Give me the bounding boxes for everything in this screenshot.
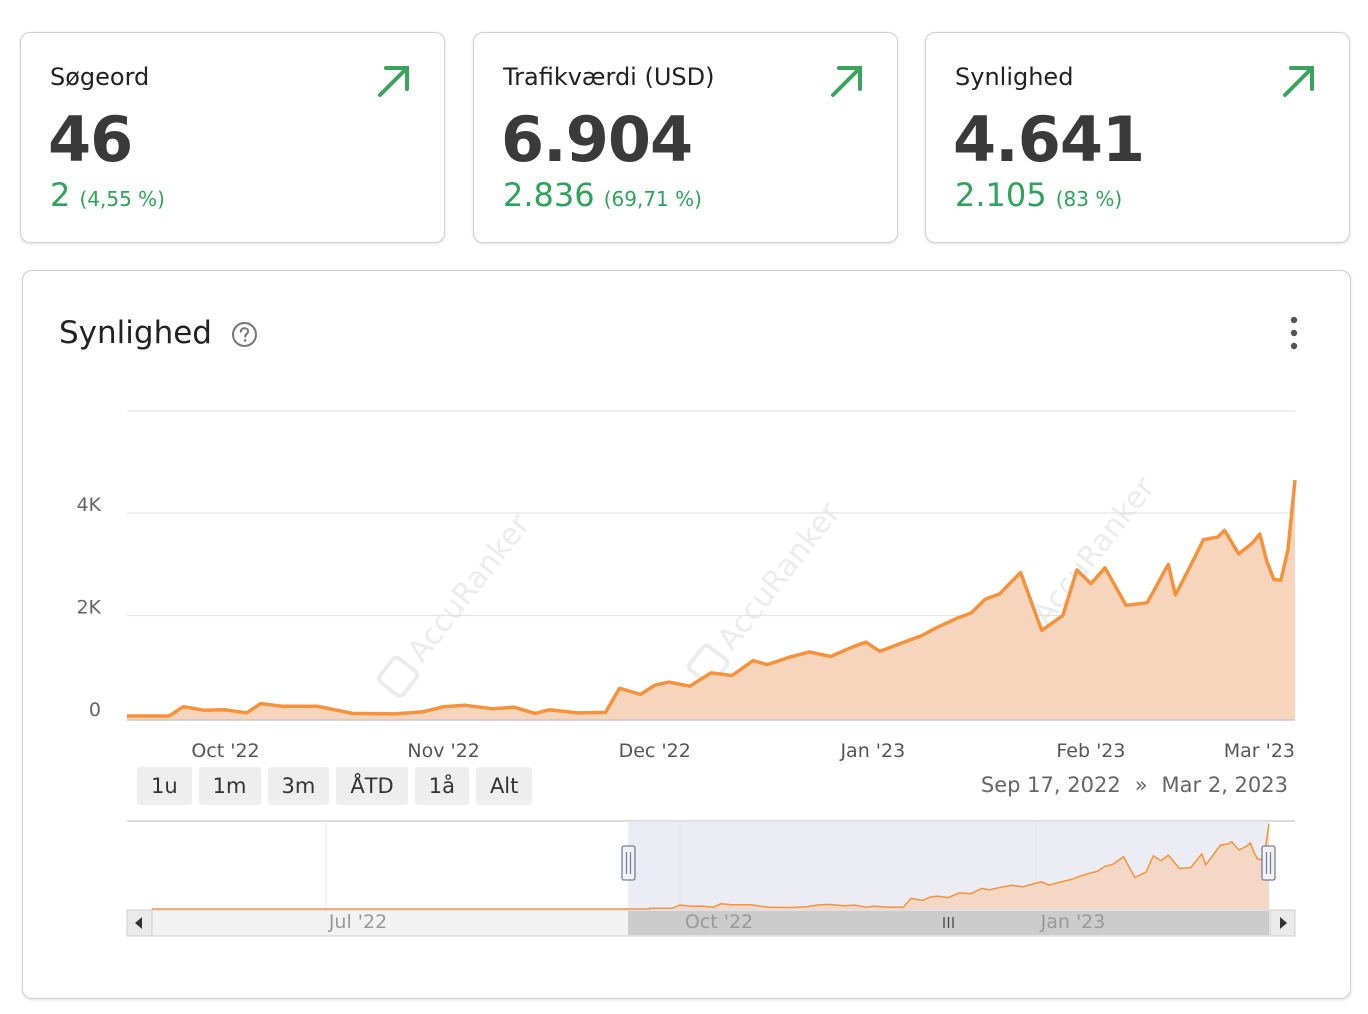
navigator-handle-left[interactable] — [621, 845, 636, 881]
navigator-label: Jan '23 — [1040, 911, 1106, 933]
date-range: Sep 17, 2022 » Mar 2, 2023 — [981, 773, 1288, 797]
arrow-right-icon — [1280, 917, 1287, 929]
question-circle-icon[interactable] — [231, 321, 258, 348]
more-vertical-icon[interactable] — [1288, 316, 1300, 350]
x-tick-label: Feb '23 — [1056, 740, 1125, 762]
navigator-area — [152, 823, 1269, 909]
range-navigator[interactable]: Jul '22 Oct '22 Jan '23 — [126, 820, 1296, 937]
range-button-1y[interactable]: 1å — [414, 767, 469, 805]
arrow-left-icon — [135, 917, 142, 929]
range-button-1m[interactable]: 1m — [198, 767, 261, 805]
accuranker-watermark: AccuRanker — [377, 507, 538, 698]
kpi-card-traffic-value[interactable]: Trafikværdi (USD) 6.904 2.836 (69,71 %) — [473, 32, 898, 243]
kpi-value: 6.904 — [501, 103, 693, 176]
kpi-change-percent: (83 %) — [1055, 187, 1123, 211]
date-from[interactable]: Sep 17, 2022 — [980, 773, 1121, 797]
range-button-1w[interactable]: 1u — [137, 767, 192, 805]
kpi-value: 4.641 — [953, 103, 1145, 176]
kpi-value: 46 — [48, 103, 133, 176]
kpi-change-value: 2 — [50, 176, 71, 214]
range-button-ytd[interactable]: ÅTD — [336, 767, 408, 805]
x-axis-labels: Oct '22 Nov '22 Dec '22 Jan '23 Feb '23 Mar '… — [191, 740, 1295, 762]
range-button-3m[interactable]: 3m — [267, 767, 330, 805]
x-tick-label: Jan '23 — [839, 740, 905, 762]
scroll-right-button[interactable] — [1269, 909, 1296, 937]
kpi-card-visibility[interactable]: Synlighed 4.641 2.105 (83 %) — [925, 32, 1350, 243]
x-tick-label: Oct '22 — [191, 740, 259, 762]
range-selector: 1u 1m 3m ÅTD 1å Alt — [137, 767, 533, 805]
arrow-up-right-icon — [831, 66, 862, 97]
kpi-change: 2 (4,55 %) — [50, 176, 165, 214]
scroll-left-button[interactable] — [126, 909, 153, 937]
y-tick-label: 0 — [89, 699, 101, 721]
kpi-change-value: 2.836 — [503, 176, 595, 214]
y-tick-label: 2K — [76, 597, 101, 619]
x-tick-label: Mar '23 — [1224, 740, 1295, 762]
navigator-handle-right[interactable] — [1261, 845, 1276, 881]
y-axis-labels: 0 2K 4K — [76, 494, 101, 721]
navigator-line — [152, 823, 1270, 910]
arrow-up-right-icon — [1283, 66, 1314, 97]
chart-grid — [127, 410, 1295, 617]
arrow-up-right-icon — [378, 66, 409, 97]
kpi-change: 2.105 (83 %) — [955, 176, 1122, 214]
scrollbar-grip — [943, 917, 954, 928]
range-button-all[interactable]: Alt — [475, 767, 533, 805]
series-line — [127, 479, 1297, 718]
kpi-change-percent: (4,55 %) — [79, 187, 165, 211]
date-to[interactable]: Mar 2, 2023 — [1161, 773, 1288, 797]
kpi-change-percent: (69,71 %) — [603, 187, 702, 211]
series-area — [127, 480, 1295, 720]
x-tick-label: Dec '22 — [619, 740, 691, 762]
kpi-card-keywords[interactable]: Søgeord 46 2 (4,55 %) — [20, 32, 445, 243]
kpi-change-value: 2.105 — [955, 176, 1047, 214]
kpi-title: Trafikværdi (USD) — [503, 63, 715, 91]
kpi-title: Søgeord — [50, 63, 150, 91]
date-separator: » — [1134, 773, 1148, 797]
watermark-text: AccuRanker — [401, 507, 538, 668]
navigator-label: Oct '22 — [685, 911, 753, 933]
x-tick-label: Nov '22 — [407, 740, 480, 762]
kpi-title: Synlighed — [955, 63, 1074, 91]
kpi-change: 2.836 (69,71 %) — [503, 176, 702, 214]
y-tick-label: 4K — [76, 494, 101, 516]
chart-title: Synlighed — [59, 315, 212, 351]
watermark-text: AccuRanker — [711, 495, 848, 656]
navigator-label: Jul '22 — [328, 911, 387, 933]
